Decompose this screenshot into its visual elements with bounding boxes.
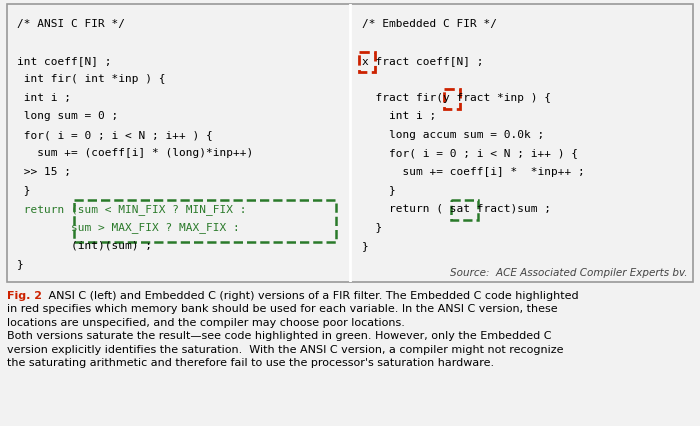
Text: the saturating arithmetic and therefore fail to use the processor's saturation h: the saturating arithmetic and therefore …: [7, 357, 494, 367]
Text: return (sum < MIN_FIX ? MIN_FIX :: return (sum < MIN_FIX ? MIN_FIX :: [17, 204, 246, 214]
Text: for( i = 0 ; i < N ; i++ ) {: for( i = 0 ; i < N ; i++ ) {: [17, 130, 213, 140]
Text: int i ;: int i ;: [17, 93, 71, 103]
Text: sum > MAX_FIX ? MAX_FIX :: sum > MAX_FIX ? MAX_FIX :: [17, 222, 239, 233]
Text: long accum sum = 0.0k ;: long accum sum = 0.0k ;: [362, 130, 545, 140]
Text: /* Embedded C FIR */: /* Embedded C FIR */: [362, 19, 497, 29]
Text: /* ANSI C FIR */: /* ANSI C FIR */: [17, 19, 125, 29]
Text: sum += (coeff[i] * (long)*inp++): sum += (coeff[i] * (long)*inp++): [17, 148, 253, 158]
Text: long sum = 0 ;: long sum = 0 ;: [17, 111, 118, 121]
Text: locations are unspecified, and the compiler may choose poor locations.: locations are unspecified, and the compi…: [7, 317, 405, 327]
Text: in red specifies which memory bank should be used for each variable. In the ANSI: in red specifies which memory bank shoul…: [7, 303, 558, 314]
Text: Both versions saturate the result—see code highlighted in green. However, only t: Both versions saturate the result—see co…: [7, 331, 552, 340]
Text: int fir( int *inp ) {: int fir( int *inp ) {: [17, 74, 165, 84]
Text: }: }: [17, 259, 24, 269]
Text: (int)(sum) ;: (int)(sum) ;: [17, 240, 152, 250]
Text: int i ;: int i ;: [362, 111, 436, 121]
Text: x fract coeff[N] ;: x fract coeff[N] ;: [362, 56, 484, 66]
Text: ANSI C (left) and Embedded C (right) versions of a FIR filter. The Embedded C co: ANSI C (left) and Embedded C (right) ver…: [45, 290, 579, 300]
Text: int coeff[N] ;: int coeff[N] ;: [17, 56, 111, 66]
Text: }: }: [362, 240, 369, 250]
Text: }: }: [362, 185, 396, 195]
Text: }: }: [362, 222, 382, 232]
Text: version explicitly identifies the saturation.  With the ANSI C version, a compil: version explicitly identifies the satura…: [7, 344, 564, 354]
Text: }: }: [17, 185, 31, 195]
Text: return ( sat fract)sum ;: return ( sat fract)sum ;: [362, 204, 551, 213]
Text: sum += coeff[i] *  *inp++ ;: sum += coeff[i] * *inp++ ;: [362, 167, 584, 177]
Text: >> 15 ;: >> 15 ;: [17, 167, 71, 177]
Text: for( i = 0 ; i < N ; i++ ) {: for( i = 0 ; i < N ; i++ ) {: [362, 148, 578, 158]
Text: Fig. 2: Fig. 2: [7, 290, 42, 300]
Text: Source:  ACE Associated Compiler Experts bv.: Source: ACE Associated Compiler Experts …: [451, 268, 688, 277]
Text: fract fir(y fract *inp ) {: fract fir(y fract *inp ) {: [362, 93, 551, 103]
